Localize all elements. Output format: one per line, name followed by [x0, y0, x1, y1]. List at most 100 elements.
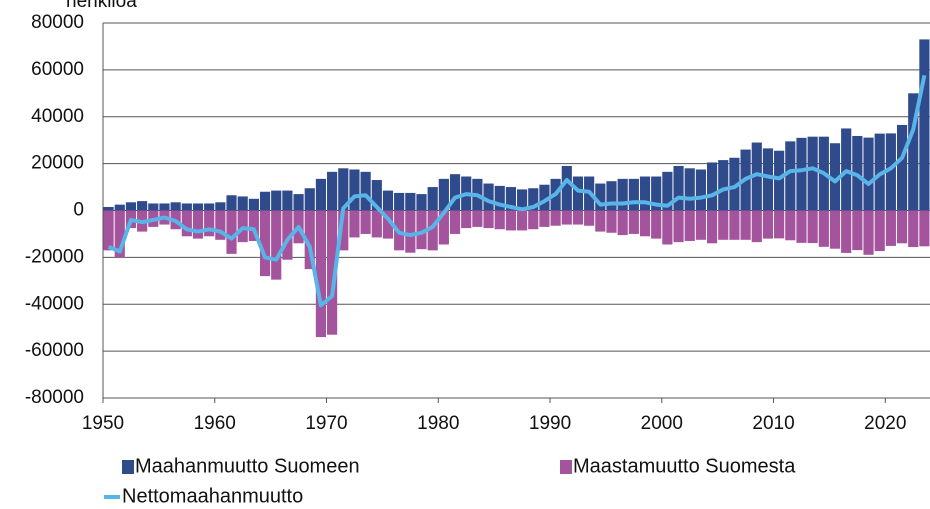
y-tick-label: -60000 — [25, 340, 84, 361]
bar — [505, 210, 516, 231]
bar — [427, 210, 438, 251]
bar — [651, 210, 662, 239]
bar — [449, 210, 461, 234]
x-tick-label: 2000 — [641, 413, 683, 434]
bar — [528, 188, 539, 211]
bar — [639, 210, 651, 237]
bar — [360, 210, 371, 234]
bar — [371, 180, 382, 211]
bar — [438, 178, 449, 211]
bar — [494, 185, 505, 211]
bar — [505, 187, 516, 211]
bar — [438, 210, 449, 245]
y-tick-label: -40000 — [25, 293, 84, 314]
bar — [259, 210, 271, 277]
bar — [382, 210, 394, 239]
bar — [338, 210, 349, 251]
bar — [483, 210, 494, 229]
bar — [338, 168, 349, 211]
x-tick-label: 1970 — [305, 413, 347, 434]
bar — [706, 210, 718, 244]
bar — [695, 210, 706, 240]
bar — [919, 39, 930, 211]
bar — [785, 210, 796, 241]
bar — [517, 189, 528, 211]
bar — [617, 210, 628, 236]
bar — [628, 178, 639, 211]
bar — [449, 174, 461, 211]
bar — [595, 183, 606, 211]
bar — [718, 210, 729, 240]
bar — [204, 203, 215, 211]
bar — [706, 162, 718, 211]
bar — [315, 178, 327, 211]
bar — [796, 137, 807, 211]
bar — [852, 210, 863, 251]
bar — [304, 188, 315, 211]
x-tick-label: 2010 — [752, 413, 794, 434]
x-tick-label: 1990 — [529, 413, 571, 434]
y-tick-label: 40000 — [31, 106, 84, 127]
bar — [751, 210, 762, 243]
bar — [517, 210, 528, 231]
bar — [684, 168, 695, 211]
bar — [215, 210, 226, 240]
bar — [606, 181, 617, 211]
bar — [718, 160, 729, 211]
bar — [148, 203, 159, 211]
bar — [829, 143, 841, 211]
bar — [237, 196, 248, 211]
y-tick-label: 80000 — [31, 12, 84, 33]
bar — [248, 198, 259, 211]
bar — [226, 210, 237, 254]
bar — [103, 206, 114, 211]
y-tick-label: 20000 — [31, 153, 84, 174]
bar — [416, 194, 427, 211]
bar — [550, 210, 561, 226]
bar — [204, 210, 215, 237]
bar — [103, 210, 114, 251]
bar — [528, 210, 539, 230]
bar — [829, 210, 841, 249]
bar — [863, 137, 874, 211]
bar — [874, 210, 885, 252]
bar — [885, 133, 896, 211]
bar — [662, 171, 673, 211]
bar — [349, 169, 360, 211]
bar — [259, 191, 271, 211]
x-tick-label: 1980 — [417, 413, 459, 434]
bar — [170, 202, 181, 211]
line — [107, 74, 927, 308]
bar — [371, 210, 382, 238]
x-tick-label: 1950 — [82, 413, 124, 434]
bar — [572, 176, 584, 211]
bar — [908, 93, 919, 211]
bar — [494, 210, 505, 230]
bar — [606, 210, 617, 233]
bar — [282, 210, 293, 260]
bar — [282, 190, 293, 211]
bar — [818, 210, 829, 247]
bar — [774, 150, 785, 211]
bar — [751, 142, 762, 211]
bar — [774, 210, 785, 239]
bar — [807, 210, 818, 244]
bar — [304, 210, 315, 270]
bar — [539, 184, 550, 211]
bar — [662, 210, 673, 245]
bar — [561, 165, 572, 211]
y-tick-label: 0 — [73, 200, 84, 221]
bar — [159, 203, 170, 211]
bar — [360, 171, 371, 211]
bar — [405, 192, 416, 211]
bar — [483, 183, 494, 211]
bar — [896, 124, 908, 211]
y-tick-label: -80000 — [25, 387, 84, 408]
bar — [639, 176, 651, 211]
bar — [226, 195, 237, 211]
bar — [729, 210, 740, 240]
bar — [841, 210, 852, 253]
bar — [572, 210, 584, 225]
bar — [896, 210, 908, 244]
